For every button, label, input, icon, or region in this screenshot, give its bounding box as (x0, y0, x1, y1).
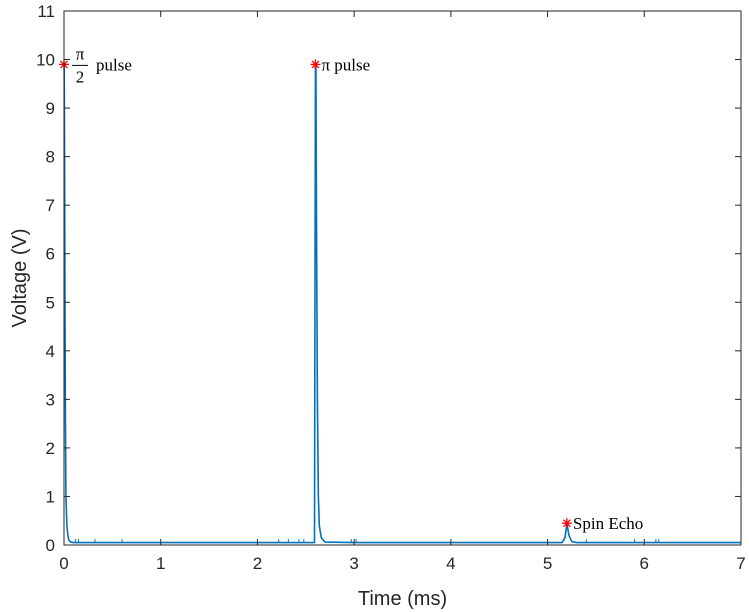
x-tick-label: 7 (736, 554, 745, 573)
y-tick-label: 8 (46, 148, 55, 167)
plot-area (64, 11, 741, 545)
x-axis-label: Time (ms) (358, 588, 447, 610)
axes-box (63, 10, 742, 546)
y-tick-label: 4 (46, 342, 55, 361)
annotation-label: pulse (96, 55, 132, 74)
annotation-label: Spin Echo (573, 514, 643, 533)
marker-stroke (311, 60, 320, 69)
data-marker (561, 518, 572, 529)
x-tick-label: 4 (446, 554, 455, 573)
annotation-layer: π 2 pulse π pulse Spin Echo (72, 44, 643, 533)
annotation-label: π pulse (321, 55, 370, 74)
annotation: π 2 pulse (72, 44, 132, 86)
y-tick-label: 10 (36, 51, 55, 70)
y-tick-label: 0 (46, 536, 55, 555)
y-tick-label: 6 (46, 245, 55, 264)
x-tick-label: 5 (543, 554, 552, 573)
y-tick-label: 7 (46, 196, 55, 215)
x-tick-label: 2 (253, 554, 262, 573)
y-tick-label: 3 (46, 390, 55, 409)
y-tick-label: 5 (46, 293, 55, 312)
annotation-fraction-numerator: π (76, 44, 85, 63)
y-tick-label: 11 (37, 2, 55, 21)
x-tick-label: 1 (156, 554, 165, 573)
marker-stroke (562, 519, 571, 528)
x-tick-label: 3 (349, 554, 358, 573)
x-tick-label: 6 (640, 554, 649, 573)
annotation-fraction-denominator: 2 (76, 67, 85, 86)
y-tick-label: 2 (46, 439, 55, 458)
y-tick-label: 9 (46, 99, 55, 118)
tick-layer: 0 1 2 3 4 5 6 7 0 1 2 3 4 5 6 7 8 9 10 11 (36, 2, 746, 573)
y-axis-label: Voltage (V) (9, 229, 31, 328)
data-marker (310, 59, 321, 70)
x-tick-label: 0 (59, 554, 68, 573)
y-tick-label: 1 (46, 487, 55, 506)
